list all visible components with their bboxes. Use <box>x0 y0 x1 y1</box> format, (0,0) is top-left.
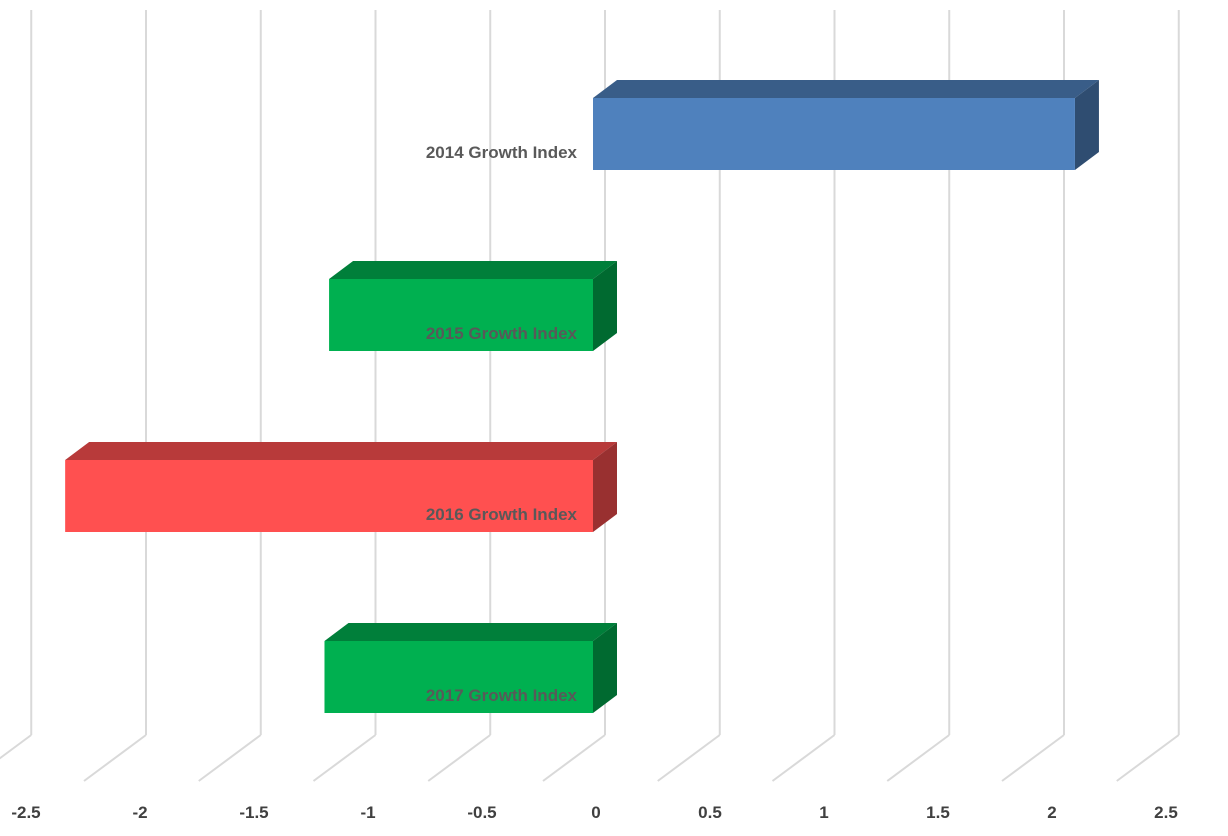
x-tick-label: -1.5 <box>239 803 268 822</box>
x-tick-label: -2.5 <box>11 803 40 822</box>
x-tick-label: -1 <box>360 803 375 822</box>
floor-gridline <box>771 734 836 782</box>
x-tick-label: 2.5 <box>1154 803 1178 822</box>
bar <box>329 279 593 351</box>
bar-top-face <box>65 442 617 460</box>
category-label: 2017 Growth Index <box>426 686 578 705</box>
floor-gridline <box>542 734 606 782</box>
floor-gridline <box>1116 734 1180 782</box>
bar-top-face <box>329 261 617 279</box>
x-tick-label: -2 <box>132 803 147 822</box>
floor-gridline <box>83 734 147 782</box>
x-tick-label: 2 <box>1047 803 1056 822</box>
floor-gridline <box>1001 734 1065 782</box>
floor-gridline <box>886 734 950 782</box>
floor-gridline <box>427 734 491 782</box>
x-tick-label: -0.5 <box>467 803 496 822</box>
bar-side-face <box>593 623 617 713</box>
category-label: 2016 Growth Index <box>426 505 578 524</box>
floor-gridline <box>0 734 32 760</box>
bar <box>593 98 1075 170</box>
floor-gridline <box>657 734 721 782</box>
bar <box>324 641 593 713</box>
floor-gridline <box>198 734 262 782</box>
category-label: 2014 Growth Index <box>426 143 578 162</box>
x-tick-label: 1.5 <box>926 803 950 822</box>
bar-top-face <box>324 623 617 641</box>
bar-side-face <box>1074 80 1099 170</box>
bar <box>65 460 593 532</box>
bar-top-face <box>593 80 1099 98</box>
category-label: 2015 Growth Index <box>426 324 578 343</box>
bar-side-face <box>593 442 617 532</box>
floor-gridline <box>312 734 377 782</box>
x-tick-label: 1 <box>819 803 828 822</box>
bar-side-face <box>593 261 617 351</box>
x-tick-label: 0.5 <box>698 803 722 822</box>
x-tick-label: 0 <box>591 803 600 822</box>
